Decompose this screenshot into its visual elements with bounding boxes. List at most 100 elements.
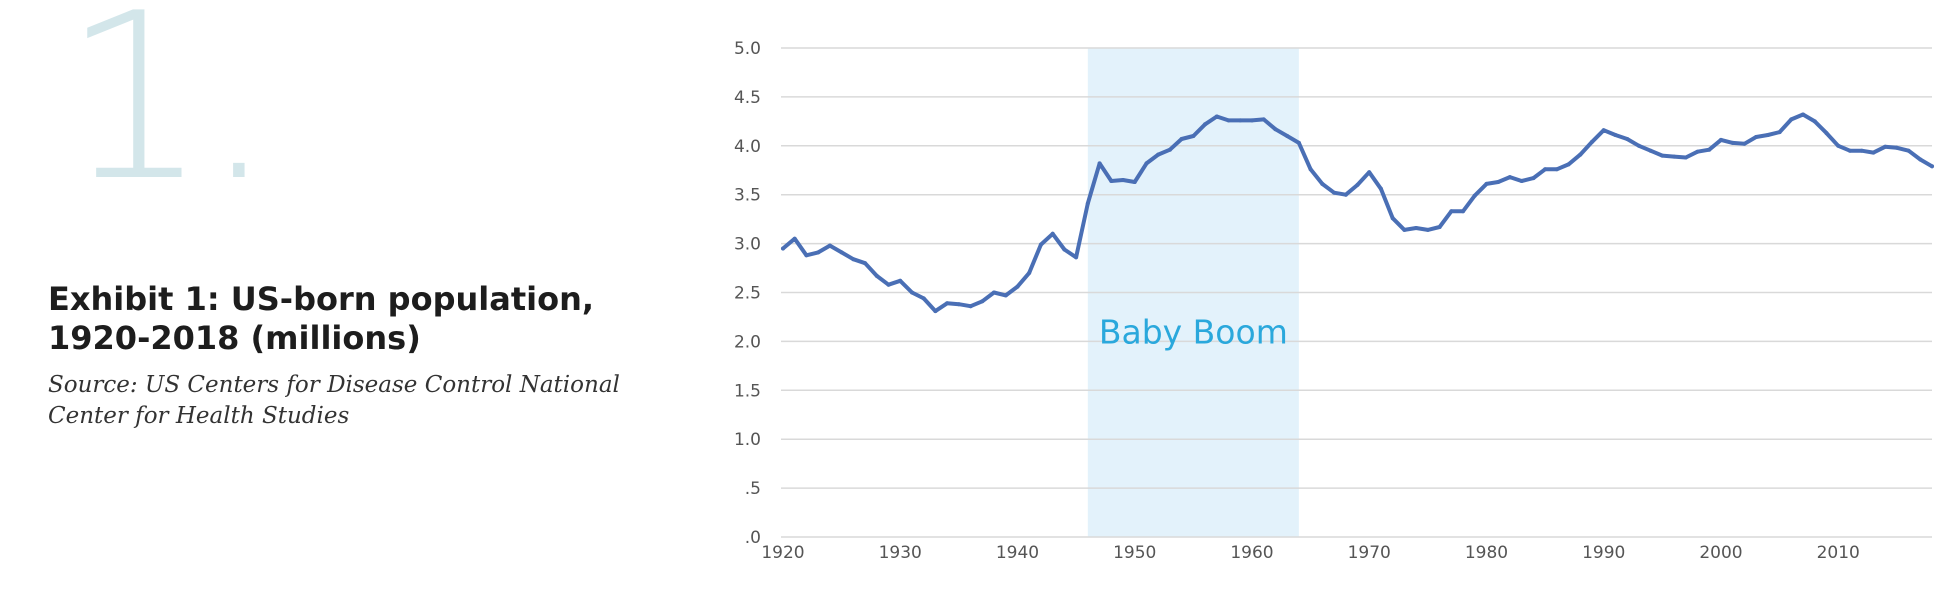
- series-group: [781, 112, 1934, 314]
- data-point: [1683, 155, 1688, 160]
- chart-title: Exhibit 1: US-born population, 1920-2018…: [48, 280, 594, 357]
- data-point: [1121, 178, 1125, 182]
- chart-source: Source: US Centers for Disease Control N…: [48, 372, 620, 429]
- data-point: [1601, 128, 1606, 133]
- data-point: [1648, 148, 1653, 153]
- data-point: [1484, 181, 1489, 186]
- data-point: [792, 236, 797, 241]
- data-point: [827, 243, 832, 248]
- x-tick-label: 2010: [1817, 543, 1860, 563]
- data-point: [1003, 293, 1008, 298]
- data-point: [1695, 149, 1700, 154]
- data-point: [921, 296, 926, 301]
- series-line: [781, 112, 1934, 314]
- data-point: [1660, 153, 1665, 158]
- data-point: [886, 282, 891, 287]
- data-point: [945, 301, 950, 306]
- y-tick-label: .0: [745, 528, 761, 548]
- data-point: [1871, 150, 1876, 155]
- data-point: [1754, 135, 1759, 139]
- gridlines: [781, 47, 1932, 538]
- data-point: [1285, 134, 1290, 138]
- data-point: [1320, 181, 1325, 186]
- data-point: [1355, 182, 1360, 187]
- baby-boom-label: Baby Boom: [1099, 313, 1288, 352]
- data-point: [1719, 137, 1723, 142]
- y-tick-label: 2.0: [734, 332, 761, 352]
- data-point: [1250, 118, 1254, 123]
- data-point: [1167, 147, 1172, 152]
- data-point: [1883, 144, 1888, 149]
- data-point: [1554, 167, 1559, 172]
- data-point: [1296, 140, 1301, 145]
- data-point: [1203, 122, 1208, 127]
- y-tick-label: 4.0: [734, 137, 761, 157]
- y-tick-label: 1.5: [734, 381, 761, 401]
- data-point: [1050, 231, 1055, 236]
- data-point: [898, 278, 903, 283]
- data-point: [968, 304, 973, 309]
- data-point: [1578, 152, 1583, 157]
- data-point: [839, 250, 844, 255]
- data-point: [1038, 242, 1043, 247]
- x-tick-label: 1950: [1113, 543, 1156, 563]
- data-point: [804, 253, 809, 258]
- data-point: [980, 299, 985, 304]
- data-point: [1707, 147, 1712, 152]
- y-axis-ticks: .0 .5 1.0 1.5 2.0 2.5 3.0 3.5 4.0 4.5 5.0: [734, 39, 761, 548]
- data-point: [933, 309, 938, 314]
- exhibit-number: 1.: [62, 0, 275, 232]
- data-point: [1918, 157, 1923, 162]
- x-tick-label: 1990: [1582, 543, 1625, 563]
- data-point: [1414, 226, 1419, 230]
- y-tick-label: 3.0: [734, 235, 761, 255]
- x-axis-ticks: 1920 1930 1940 1950 1960 1970 1980 1990 2000 2010: [761, 543, 1859, 563]
- data-point: [851, 257, 856, 262]
- data-point: [1402, 227, 1407, 232]
- data-point: [1859, 148, 1864, 153]
- x-tick-label: 1930: [879, 543, 922, 563]
- data-point: [1214, 114, 1219, 119]
- data-point: [874, 273, 879, 278]
- data-point: [1156, 152, 1161, 157]
- data-point: [1894, 145, 1899, 150]
- data-point: [1836, 143, 1841, 148]
- data-point: [1179, 137, 1184, 141]
- data-point: [1777, 130, 1782, 135]
- data-point: [956, 302, 961, 307]
- data-point: [1074, 255, 1079, 260]
- data-point: [1015, 284, 1020, 289]
- data-point: [1238, 118, 1243, 123]
- data-point: [816, 250, 821, 255]
- data-point: [1625, 137, 1630, 141]
- data-point: [1378, 186, 1383, 191]
- data-point: [1531, 176, 1536, 181]
- data-point: [1144, 161, 1149, 166]
- data-point: [1801, 112, 1805, 117]
- data-point: [1824, 131, 1829, 136]
- data-point: [1742, 141, 1747, 146]
- data-point: [1449, 209, 1454, 214]
- data-point: [1590, 139, 1594, 144]
- y-tick-label: 4.5: [734, 88, 761, 108]
- data-point: [1930, 164, 1934, 169]
- data-point: [910, 290, 914, 295]
- data-point: [1519, 179, 1524, 183]
- data-point: [1343, 192, 1348, 197]
- data-point: [1730, 140, 1735, 145]
- data-point: [1566, 162, 1571, 167]
- data-point: [1765, 133, 1770, 137]
- data-point: [1062, 247, 1067, 252]
- data-point: [1132, 180, 1137, 184]
- y-tick-label: 1.0: [734, 430, 761, 450]
- data-point: [1812, 119, 1817, 124]
- data-point: [1027, 270, 1032, 275]
- data-point: [1472, 193, 1477, 198]
- data-point: [1507, 175, 1512, 180]
- x-tick-label: 1980: [1465, 543, 1508, 563]
- data-point: [1390, 216, 1395, 221]
- data-point: [1636, 143, 1641, 148]
- y-tick-label: .5: [745, 479, 761, 499]
- x-tick-label: 1940: [996, 543, 1039, 563]
